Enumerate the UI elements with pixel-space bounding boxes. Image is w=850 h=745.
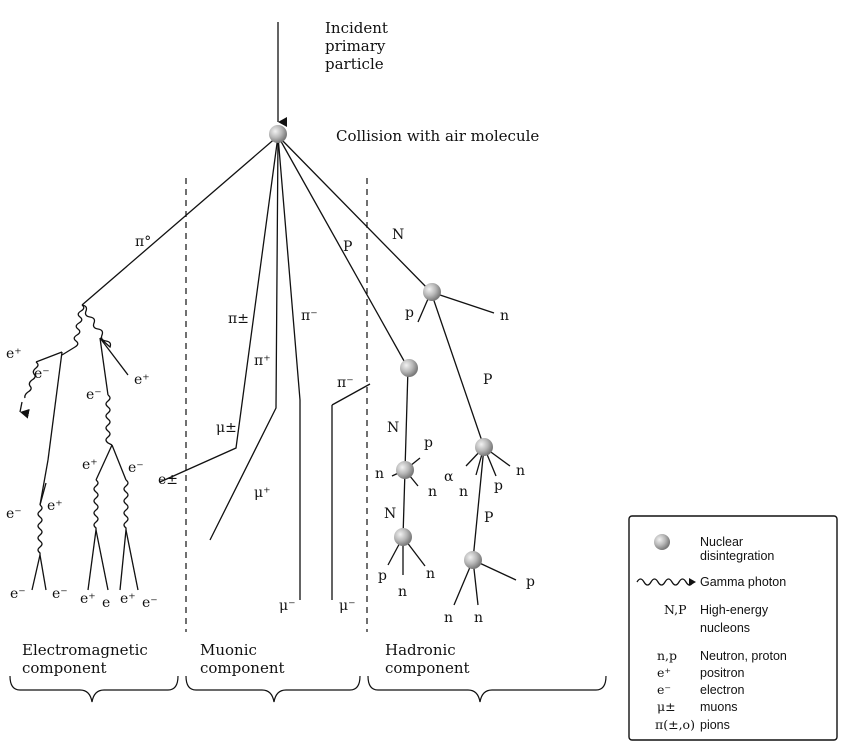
label-n-1: n xyxy=(500,308,509,324)
legend-mu: muons xyxy=(700,700,738,714)
label-n-9: n xyxy=(474,610,483,626)
label-n-7: n xyxy=(516,463,525,479)
legend-gamma: Gamma photon xyxy=(700,575,786,589)
legend-pi: pions xyxy=(700,718,730,732)
incident-label-line3: particle xyxy=(325,55,384,73)
mu-component-line1: Muonic xyxy=(200,641,257,659)
label-p-5: p xyxy=(526,574,535,590)
had-component-line2: component xyxy=(385,659,470,677)
label-e: e xyxy=(102,595,110,611)
label-p-3: p xyxy=(378,568,387,584)
mu-component-line2: component xyxy=(200,659,285,677)
label-eminus-4: e⁻ xyxy=(6,506,22,522)
label-N-primary: N xyxy=(392,227,404,243)
label-epm: e± xyxy=(158,472,178,488)
legend-nprot-symbol: n,p xyxy=(657,648,677,663)
legend-eminus-symbol: e⁻ xyxy=(657,682,671,697)
label-P-2: P xyxy=(483,372,492,388)
label-eplus-6: e⁺ xyxy=(120,591,136,607)
legend-nprot: Neutron, proton xyxy=(700,649,787,663)
had-component-line1: Hadronic xyxy=(385,641,456,659)
label-n-3: n xyxy=(428,484,437,500)
label-eminus-1: e⁻ xyxy=(34,366,50,382)
label-piminus: π⁻ xyxy=(301,308,318,324)
label-alpha: α xyxy=(444,469,454,485)
legend-nuclear-2: disintegration xyxy=(700,549,774,563)
collision-nucleus xyxy=(269,125,287,143)
legend-np-symbol: N,P xyxy=(664,602,687,617)
label-muminus-2: μ⁻ xyxy=(339,598,356,614)
label-eminus-6: e⁻ xyxy=(52,586,68,602)
em-brace xyxy=(9,675,179,703)
label-eminus-7: e⁻ xyxy=(142,595,158,611)
label-P-3: P xyxy=(484,510,493,526)
legend-np-1: High-energy xyxy=(700,603,769,617)
label-p-2: p xyxy=(424,435,433,451)
label-mupm: μ± xyxy=(216,420,237,436)
nucleus-5 xyxy=(464,551,482,569)
label-n-2: n xyxy=(375,466,384,482)
primary-branches xyxy=(81,135,432,600)
label-n-4: n xyxy=(398,584,407,600)
label-muminus: μ⁻ xyxy=(279,598,296,614)
pi-minus-track xyxy=(331,383,371,406)
label-p-4: p xyxy=(494,478,503,494)
label-N-2: N xyxy=(387,420,399,436)
electromagnetic-cascade xyxy=(19,304,139,591)
label-eminus-5: e⁻ xyxy=(10,586,26,602)
label-eplus-1: e⁺ xyxy=(6,346,22,362)
legend-nuclear-1: Nuclear xyxy=(700,535,743,549)
em-component-line1: Electromagnetic xyxy=(22,641,148,659)
label-eminus-3: e⁻ xyxy=(128,460,144,476)
legend-pi-symbol: π(±,o) xyxy=(655,717,695,732)
label-n-5: n xyxy=(426,566,435,582)
legend-eminus: electron xyxy=(700,683,745,697)
had-brace xyxy=(367,675,607,703)
label-piminus-2: π⁻ xyxy=(337,375,354,391)
label-eplus-4: e⁺ xyxy=(47,498,63,514)
collision-label: Collision with air molecule xyxy=(336,127,539,145)
label-N-3: N xyxy=(384,506,396,522)
incident-label-line2: primary xyxy=(325,37,386,55)
label-P-primary: P xyxy=(343,239,352,255)
label-n-8: n xyxy=(444,610,453,626)
nucleus-2 xyxy=(396,461,414,479)
label-pi0: π° xyxy=(135,234,151,250)
label-eplus-2: e⁺ xyxy=(134,372,150,388)
label-pipm: π± xyxy=(228,311,249,327)
em-component-line2: component xyxy=(22,659,107,677)
nucleus-3 xyxy=(394,528,412,546)
label-p-1: p xyxy=(405,305,414,321)
nucleus-4 xyxy=(475,438,493,456)
hadronic-cascade xyxy=(387,291,517,606)
label-muplus: μ⁺ xyxy=(254,485,271,501)
legend-eplus: positron xyxy=(700,666,745,680)
legend-mu-symbol: μ± xyxy=(657,699,676,714)
label-eminus-2: e⁻ xyxy=(86,387,102,403)
legend: Nuclear disintegration Gamma photon N,P … xyxy=(628,515,838,741)
nucleus-P xyxy=(400,359,418,377)
legend-eplus-symbol: e⁺ xyxy=(657,665,671,680)
legend-nucleus-icon xyxy=(654,534,670,550)
nucleus-N xyxy=(423,283,441,301)
incident-label-line1: Incident xyxy=(325,19,388,37)
label-piplus: π⁺ xyxy=(254,353,271,369)
mu-brace xyxy=(185,675,361,703)
label-eplus-5: e⁺ xyxy=(80,591,96,607)
legend-np-2: nucleons xyxy=(700,621,750,635)
label-n-6: n xyxy=(459,484,468,500)
label-eplus-3: e⁺ xyxy=(82,457,98,473)
legend-gamma-icon xyxy=(636,578,695,586)
